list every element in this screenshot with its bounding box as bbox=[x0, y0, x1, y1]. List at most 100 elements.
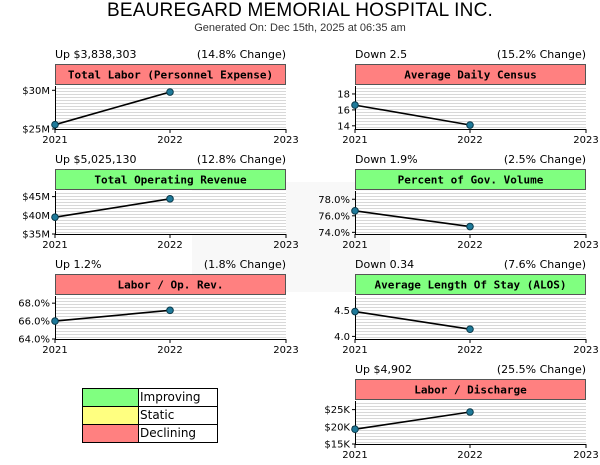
y-tick-label: $15K bbox=[324, 440, 350, 451]
chart-svg: Labor / Op. Rev. 64.0% 66.0% 68.0% 2021 2022 2… bbox=[18, 274, 299, 356]
summary-change-percent: (2.5% Change) bbox=[503, 153, 586, 166]
chart-title: Total Operating Revenue bbox=[94, 174, 247, 187]
y-tick-label: $20K bbox=[324, 422, 350, 433]
y-tick-label: $40M bbox=[22, 211, 50, 222]
summary-change-percent: (7.6% Change) bbox=[503, 258, 586, 271]
y-tick-label: 66.0% bbox=[18, 317, 50, 328]
chart-title: Average Daily Census bbox=[404, 69, 536, 82]
summary-change-amount: Up $3,838,303 bbox=[55, 48, 137, 61]
x-tick-label: 2023 bbox=[273, 135, 298, 146]
data-point bbox=[466, 408, 474, 416]
x-tick-label: 2022 bbox=[457, 135, 482, 146]
data-point bbox=[351, 101, 359, 109]
data-point bbox=[351, 307, 359, 316]
legend-item-declining: Declining bbox=[83, 424, 217, 442]
chart-svg: Average Daily Census 14 16 18 2021 2022 2023 bbox=[337, 64, 599, 146]
data-point bbox=[351, 425, 359, 434]
y-tick-label: $35M bbox=[22, 230, 50, 241]
x-tick-label: 2023 bbox=[573, 240, 598, 251]
chart-average-daily-census: Down 2.5 (15.2% Change) Average Daily Cens… bbox=[337, 48, 599, 148]
series-line bbox=[354, 210, 471, 228]
summary-change-percent: (12.8% Change) bbox=[196, 153, 286, 166]
legend-label-improving: Improving bbox=[140, 390, 201, 404]
x-tick-label: 2022 bbox=[457, 240, 482, 251]
x-tick-label: 2023 bbox=[273, 345, 298, 356]
y-tick-label: 78.0% bbox=[318, 195, 350, 206]
chart-title-banner bbox=[55, 169, 286, 190]
data-point bbox=[51, 317, 59, 325]
chart-summary: Down 1.9% (2.5% Change) bbox=[355, 153, 586, 167]
x-tick-label: 2022 bbox=[457, 345, 482, 356]
summary-change-percent: (1.8% Change) bbox=[203, 258, 286, 271]
summary-change-percent: (14.8% Change) bbox=[196, 48, 286, 61]
summary-change-amount: Up $5,025,130 bbox=[55, 153, 137, 166]
status-legend: Improving Static Declining bbox=[82, 388, 218, 443]
chart-title: Percent of Gov. Volume bbox=[398, 174, 544, 187]
data-point bbox=[351, 207, 359, 215]
chart-svg: Total Operating Revenue $35M $40M $45M 2021 2… bbox=[22, 169, 299, 251]
chart-total-operating-revenue: Up $5,025,130 (12.8% Change) Total Operati… bbox=[22, 153, 299, 253]
chart-title-banner bbox=[55, 64, 286, 85]
x-tick-label: 2022 bbox=[157, 345, 182, 356]
summary-change-percent: (15.2% Change) bbox=[496, 48, 586, 61]
summary-change-amount: Up $4,902 bbox=[355, 363, 413, 376]
chart-alos: Down 0.34 (7.6% Change) Average Length Of … bbox=[334, 258, 599, 358]
y-tick-label: $45M bbox=[22, 192, 50, 203]
legend-swatch-improving bbox=[83, 389, 139, 406]
y-tick-label: 16 bbox=[337, 105, 350, 116]
summary-change-percent: (25.5% Change) bbox=[496, 363, 586, 376]
chart-summary: Down 0.34 (7.6% Change) bbox=[355, 258, 586, 272]
generated-timestamp: Generated On: Dec 15th, 2025 at 06:35 am bbox=[194, 22, 406, 34]
chart-svg: Percent of Gov. Volume 74.0% 76.0% 78.0% 202… bbox=[318, 169, 599, 251]
plot-area bbox=[355, 401, 586, 444]
series-line bbox=[354, 411, 471, 430]
chart-title-banner bbox=[355, 379, 586, 400]
summary-change-amount: Down 0.34 bbox=[355, 258, 415, 271]
x-tick-label: 2023 bbox=[573, 345, 598, 356]
data-point bbox=[166, 306, 174, 315]
x-tick-label: 2022 bbox=[157, 135, 182, 146]
data-point bbox=[166, 195, 174, 203]
series-line bbox=[54, 309, 171, 322]
chart-title: Average Length Of Stay (ALOS) bbox=[374, 279, 566, 292]
legend-item-static: Static bbox=[83, 406, 217, 424]
chart-title: Labor / Discharge bbox=[414, 384, 527, 397]
y-tick-label: 14 bbox=[337, 121, 350, 132]
chart-svg: Labor / Discharge $15K $20K $25K 2021 2022 202… bbox=[324, 379, 599, 461]
summary-change-amount: Down 1.9% bbox=[355, 153, 418, 166]
x-tick-label: 2023 bbox=[573, 450, 598, 461]
chart-title: Total Labor (Personnel Expense) bbox=[68, 69, 273, 82]
chart-summary: Down 2.5 (15.2% Change) bbox=[355, 48, 586, 62]
chart-summary: Up 1.2% (1.8% Change) bbox=[55, 258, 286, 272]
chart-title-banner bbox=[355, 169, 586, 190]
y-tick-label: 74.0% bbox=[318, 228, 350, 239]
data-point bbox=[466, 121, 474, 129]
x-tick-label: 2021 bbox=[42, 345, 67, 356]
chart-summary: Up $4,902 (25.5% Change) bbox=[355, 363, 586, 377]
series-line bbox=[354, 104, 471, 126]
y-tick-label: 4.5 bbox=[334, 306, 350, 317]
y-tick-label: 4.0 bbox=[334, 332, 350, 343]
page-title: BEAUREGARD MEMORIAL HOSPITAL INC. bbox=[107, 0, 493, 21]
x-tick-label: 2021 bbox=[42, 135, 67, 146]
chart-summary: Up $3,838,303 (14.8% Change) bbox=[55, 48, 286, 62]
chart-title: Labor / Op. Rev. bbox=[118, 279, 224, 292]
y-tick-label: 18 bbox=[337, 89, 350, 100]
data-point bbox=[51, 213, 59, 221]
legend-label-declining: Declining bbox=[140, 426, 197, 440]
y-tick-label: $30M bbox=[22, 86, 50, 97]
chart-title-banner bbox=[355, 274, 586, 295]
data-point bbox=[466, 222, 474, 231]
y-tick-label: $25K bbox=[324, 405, 350, 416]
x-tick-label: 2021 bbox=[342, 450, 367, 461]
data-point bbox=[466, 325, 474, 333]
series-line bbox=[54, 91, 171, 126]
y-tick-label: 64.0% bbox=[18, 335, 50, 346]
series-line bbox=[54, 198, 171, 218]
data-point bbox=[166, 88, 174, 96]
x-tick-label: 2021 bbox=[342, 240, 367, 251]
chart-percent-gov-volume: Down 1.9% (2.5% Change) Percent of Gov. Vo… bbox=[318, 153, 599, 253]
x-tick-label: 2021 bbox=[42, 240, 67, 251]
chart-title-banner bbox=[55, 274, 286, 295]
summary-change-amount: Down 2.5 bbox=[355, 48, 408, 61]
